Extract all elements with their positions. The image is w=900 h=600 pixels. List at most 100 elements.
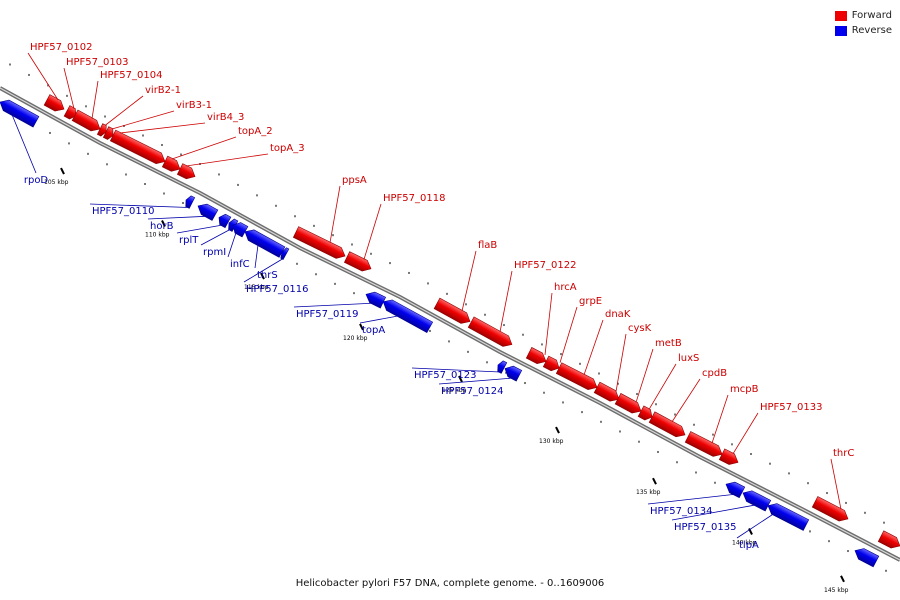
topA_2-gene-arrow — [161, 155, 181, 172]
topA-gene-arrow — [382, 299, 434, 334]
gene-label-flaB: flaB — [478, 240, 497, 251]
HPF57_0102-gene-arrow — [43, 94, 65, 112]
offscreen-reverse-gene-shape — [854, 548, 880, 568]
mcpB-gene-arrow — [684, 431, 723, 457]
offscreen-reverse-gene-arrow — [854, 548, 880, 568]
gene-label-metB: metB — [655, 338, 682, 349]
HPF57_0122-gene-shape — [467, 316, 513, 347]
virB4_3-gene-shape — [109, 129, 166, 165]
legend-forward-label: Forward — [851, 10, 892, 21]
HPF57_0110-leader-line — [89, 203, 190, 208]
gene-label-virB4_3: virB4_3 — [207, 112, 244, 123]
minor-tick — [85, 105, 87, 108]
ppsA-leader-line — [329, 185, 341, 243]
cpdB-gene-arrow — [648, 411, 686, 438]
hrcA-leader-line — [544, 292, 553, 355]
HPF57_0133-leader-line — [732, 412, 759, 455]
minor-tick — [49, 131, 51, 134]
minor-tick — [845, 501, 847, 504]
gene-label-cysK: cysK — [628, 323, 652, 334]
minor-tick — [505, 371, 507, 374]
minor-tick — [769, 462, 771, 465]
minor-tick — [389, 262, 391, 265]
genome-backbone — [0, 86, 900, 562]
minor-tick — [315, 273, 317, 276]
HPF57_0123-gene-shape — [497, 360, 508, 374]
minor-tick — [885, 569, 887, 572]
virB4_3-leader-line — [119, 122, 206, 134]
virB3-1-leader-line — [111, 110, 175, 130]
minor-tick — [581, 411, 583, 414]
tick-label: 140 kbp — [732, 540, 757, 547]
gene-label-HPF57_0124: HPF57_0124 — [441, 386, 503, 397]
gene-labels: rpoD HPF57_0102 HPF57_0103 HPF57_0104 virB2-… — [11, 42, 854, 551]
metB-gene-arrow — [614, 393, 642, 414]
minor-tick — [617, 382, 619, 385]
minor-tick — [351, 243, 353, 246]
minor-tick — [562, 401, 564, 404]
minor-tick — [695, 471, 697, 474]
minor-tick — [448, 340, 450, 343]
HPF57_0133-gene-arrow — [718, 448, 739, 465]
HPF57_0118-leader-line — [363, 203, 382, 260]
minor-tick — [294, 215, 296, 218]
minor-tick — [807, 482, 809, 485]
major-tick — [60, 167, 65, 175]
cysK-gene-arrow — [593, 381, 620, 402]
minor-tick — [123, 125, 125, 127]
genome-caption: Helicobacter pylori F57 DNA, complete ge… — [295, 578, 605, 589]
gene-label-cpdB: cpdB — [702, 368, 727, 379]
thrC-gene-arrow — [811, 496, 849, 522]
minor-tick — [598, 372, 600, 375]
horB-leader-line — [147, 215, 207, 220]
topA_2-leader-line — [171, 136, 237, 160]
HPF57_0134-gene-shape — [725, 481, 746, 499]
gene-label-rpoD: rpoD — [24, 175, 49, 186]
offscreen-forward-gene-shape — [877, 530, 900, 549]
minor-tick — [674, 413, 676, 416]
rpoD-gene-arrow — [0, 99, 40, 128]
dnaK-leader-line — [583, 319, 604, 375]
minor-tick — [218, 173, 220, 176]
minor-tick — [828, 540, 830, 543]
minor-tick — [560, 353, 562, 356]
minor-tick — [182, 202, 184, 204]
gene-label-thrS: thrS — [257, 270, 278, 281]
minor-tick — [655, 403, 657, 406]
minor-tick — [731, 443, 733, 446]
virB3-1-gene-arrow — [102, 126, 114, 140]
minor-tick — [334, 282, 336, 285]
minor-tick — [657, 450, 659, 453]
minor-tick — [163, 192, 165, 195]
tlpA-leader-line — [736, 513, 774, 539]
minor-tick — [313, 224, 315, 227]
minor-tick — [676, 461, 678, 464]
gene-label-HPF57_0102: HPF57_0102 — [30, 42, 92, 53]
minor-tick — [579, 362, 581, 365]
HPF57_0122-leader-line — [499, 270, 513, 333]
HPF57_0116-gene-shape — [280, 247, 290, 260]
minor-tick — [144, 183, 146, 185]
minor-tick — [809, 530, 811, 533]
topA-leader-line — [359, 315, 399, 324]
major-tick — [458, 375, 463, 383]
minor-tick — [296, 262, 298, 265]
minor-tick — [429, 329, 431, 332]
thrS-leader-line — [254, 244, 259, 269]
HPF57_0119-leader-line — [293, 302, 373, 308]
minor-tick — [237, 183, 239, 186]
infC-gene-shape — [232, 222, 249, 238]
virB4_3-gene-arrow — [109, 129, 166, 165]
gene-label-horB: horB — [150, 221, 174, 232]
minor-tick — [714, 481, 716, 484]
minor-tick — [638, 440, 640, 443]
dnaK-gene-shape — [555, 362, 598, 390]
rpoD-gene-shape — [0, 99, 40, 128]
HPF57_0123-gene-arrow — [497, 360, 508, 374]
HPF57_0103-gene-shape — [63, 105, 77, 120]
hrcA-gene-shape — [525, 347, 547, 364]
legend-forward: Forward — [834, 8, 892, 23]
mcpB-leader-line — [711, 394, 729, 444]
minor-tick — [161, 144, 163, 146]
